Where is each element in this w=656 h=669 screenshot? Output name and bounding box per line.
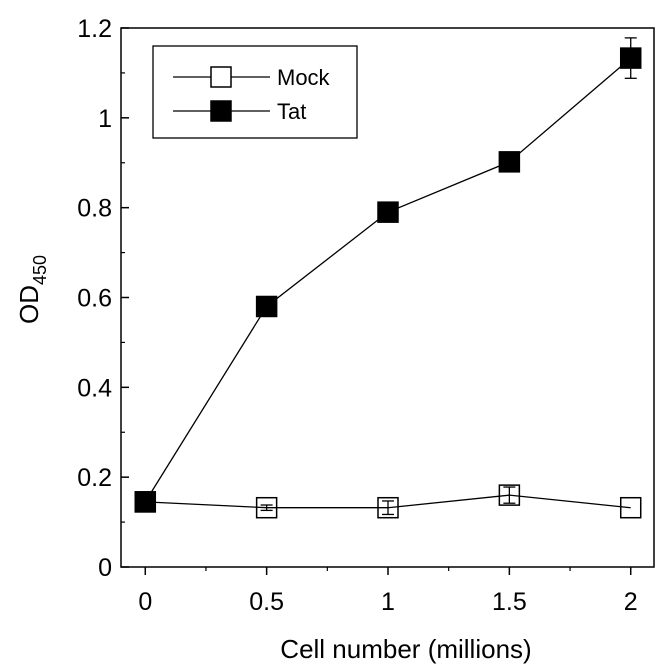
y-tick-label: 1.2 <box>77 15 112 43</box>
data-point-tat <box>134 491 157 513</box>
y-tick-label: 1 <box>98 105 112 133</box>
x-tick-label: 1 <box>381 588 395 616</box>
y-axis-title-subscript: 450 <box>30 255 50 285</box>
x-tick-label: 2 <box>624 588 638 616</box>
data-point-tat <box>255 295 278 318</box>
series-tat <box>134 37 642 513</box>
x-tick-label: 0.5 <box>249 588 284 616</box>
y-tick-label: 0.6 <box>77 285 112 313</box>
data-point-tat <box>377 201 399 223</box>
data-point-mock <box>255 496 278 519</box>
chart-series <box>134 37 642 519</box>
y-axis-title-main: OD <box>14 285 44 324</box>
chart-legend: Mock Tat <box>152 45 358 139</box>
legend-box <box>152 45 358 139</box>
series-mock <box>134 484 642 519</box>
x-tick-label: 0 <box>138 588 152 616</box>
x-tick-label: 1.5 <box>492 588 527 616</box>
y-tick-label: 0.4 <box>77 374 112 402</box>
y-tick-label: 0.8 <box>77 195 112 223</box>
chart-axes: 0 0.2 0.4 0.6 0.8 1 1.2 0 0.5 1 1.5 2 <box>77 15 655 616</box>
x-axis-title: Cell number (millions) <box>280 634 531 664</box>
data-point-tat <box>619 47 642 69</box>
legend-marker-mock <box>210 66 232 88</box>
data-point-tat <box>498 151 521 173</box>
legend-marker-tat <box>210 100 232 122</box>
y-tick-label: 0.2 <box>77 464 112 492</box>
data-point-mock <box>498 484 521 506</box>
legend-label-mock: Mock <box>277 65 331 90</box>
y-tick-label: 0 <box>98 554 112 582</box>
legend-label-tat: Tat <box>277 99 306 124</box>
data-point-mock <box>619 496 642 519</box>
y-axis-title: OD450 <box>14 255 50 324</box>
data-point-mock <box>377 496 399 519</box>
